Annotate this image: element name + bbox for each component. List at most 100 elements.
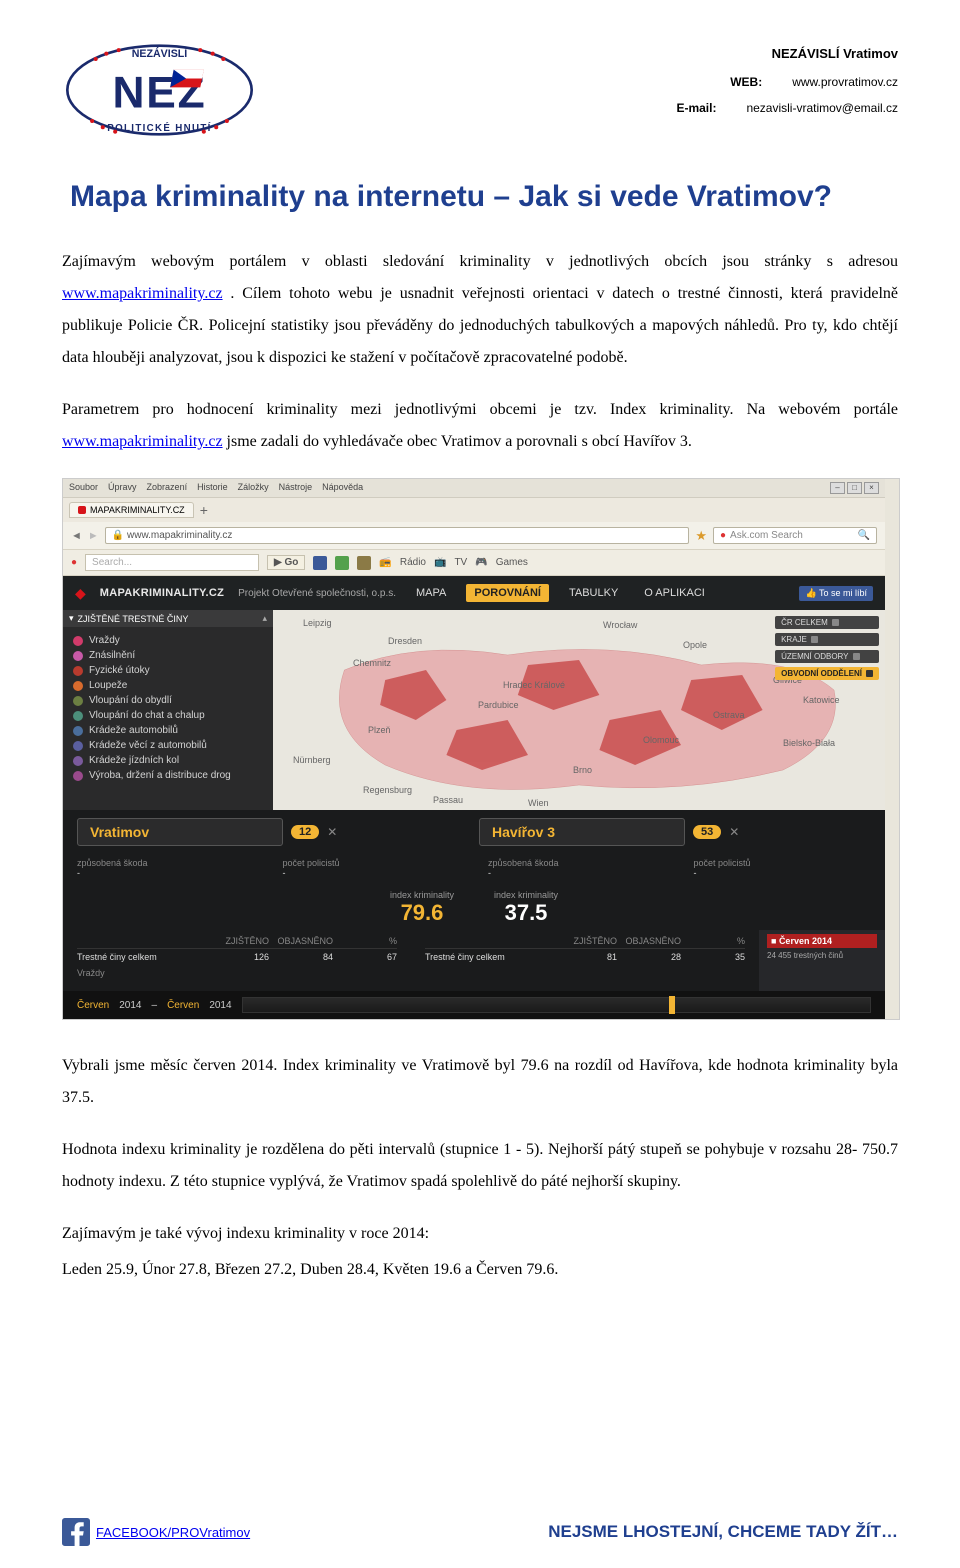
- browser-tabbar: MAPAKRIMINALITY.CZ +: [63, 498, 885, 522]
- page-title: Mapa kriminality na internetu – Jak si v…: [70, 180, 898, 214]
- link-mapakriminality-2[interactable]: www.mapakriminality.cz: [62, 433, 223, 450]
- crime-item[interactable]: Loupeže: [73, 678, 263, 693]
- pill-kraje[interactable]: KRAJE: [775, 633, 879, 646]
- stats-table-2: ZJIŠTĚNOOBJASNĚNO% Trestné činy celkem81…: [411, 930, 759, 991]
- nav-mapa[interactable]: MAPA: [410, 585, 452, 601]
- paragraph-2: Parametrem pro hodnocení kriminality mez…: [62, 394, 898, 458]
- toolbar-icon-2[interactable]: [335, 556, 349, 570]
- dot-icon: [73, 711, 83, 721]
- toolbar-search[interactable]: Search...: [85, 554, 259, 571]
- period-summary: ■ Červen 2014 24 455 trestných činů: [759, 930, 885, 991]
- page-header: NEZÁVISLÍ NEZ POLITICKÉ HNUTÍ NEZÁVISLÍ …: [62, 40, 898, 140]
- index-value-2: 37.5: [494, 900, 558, 926]
- facebook-icon[interactable]: [313, 556, 327, 570]
- site-brand: MAPAKRIMINALITY.CZ: [100, 587, 224, 599]
- svg-text:POLITICKÉ HNUTÍ: POLITICKÉ HNUTÍ: [107, 123, 211, 134]
- timeline-handle[interactable]: [669, 996, 675, 1014]
- crime-item[interactable]: Fyzické útoky: [73, 663, 263, 678]
- dot-icon: [73, 756, 83, 766]
- crime-item[interactable]: Vloupání do obydlí: [73, 693, 263, 708]
- radio-icon[interactable]: 📻: [379, 557, 391, 568]
- menu-soubor[interactable]: Soubor: [69, 482, 98, 494]
- org-name: NEZÁVISLÍ Vratimov: [676, 40, 898, 69]
- email-label: E-mail:: [676, 95, 716, 121]
- index-value-1: 79.6: [390, 900, 454, 926]
- ask-search-field[interactable]: ●Ask.com Search🔍: [713, 527, 877, 544]
- facebook-icon: [62, 1518, 90, 1546]
- menu-zobrazeni[interactable]: Zobrazení: [147, 482, 188, 494]
- map-level-pills: ČR CELKEM KRAJE ÚZEMNÍ ODBORY OBVODNÍ OD…: [775, 616, 879, 680]
- email-value: nezavisli-vratimov@email.cz: [746, 95, 898, 121]
- city-input-1[interactable]: Vratimov: [77, 818, 283, 846]
- menu-napoveda[interactable]: Nápověda: [322, 482, 363, 494]
- crime-item[interactable]: Krádeže automobilů: [73, 723, 263, 738]
- city-close-1[interactable]: ✕: [327, 825, 337, 839]
- toolbar-logo-icon: ●: [71, 557, 77, 568]
- star-icon[interactable]: ★: [695, 528, 707, 544]
- menu-zalozky[interactable]: Záložky: [238, 482, 269, 494]
- menu-nastroje[interactable]: Nástroje: [279, 482, 313, 494]
- crime-item[interactable]: Výroba, držení a distribuce drog: [73, 768, 263, 783]
- maximize-icon[interactable]: □: [847, 482, 862, 494]
- paragraph-3: Vybrali jsme měsíc červen 2014. Index kr…: [62, 1050, 898, 1114]
- paragraph-5: Zajímavým je také vývoj indexu kriminali…: [62, 1218, 898, 1250]
- crime-filter-panel: ▾ZJIŠTĚNÉ TRESTNÉ ČINY▴ Vraždy Znásilněn…: [63, 610, 273, 810]
- city-badge-2: 53: [693, 825, 721, 839]
- dot-icon: [73, 771, 83, 781]
- paragraph-1: Zajímavým webovým portálem v oblasti sle…: [62, 246, 898, 374]
- menu-upravy[interactable]: Úpravy: [108, 482, 137, 494]
- toolbar-icon-3[interactable]: [357, 556, 371, 570]
- minimize-icon[interactable]: –: [830, 482, 845, 494]
- browser-tab[interactable]: MAPAKRIMINALITY.CZ: [69, 502, 194, 518]
- site-subtitle: Projekt Otevřené společnosti, o.p.s.: [238, 588, 396, 599]
- paragraph-6: Leden 25.9, Únor 27.8, Březen 27.2, Dube…: [62, 1254, 898, 1286]
- facebook-link[interactable]: FACEBOOK/PROVratimov: [96, 1525, 250, 1540]
- svg-text:NEZÁVISLÍ: NEZÁVISLÍ: [132, 47, 189, 60]
- crime-map[interactable]: Leipzig Dresden Chemnitz Wrocław Opole G…: [273, 610, 885, 810]
- crime-item[interactable]: Vraždy: [73, 633, 263, 648]
- nav-oaplikaci[interactable]: O APLIKACI: [638, 585, 711, 601]
- compare-panel: Vratimov 12 ✕ Havířov 3 53 ✕ způsobená š…: [63, 810, 885, 1019]
- pill-uzemni[interactable]: ÚZEMNÍ ODBORY: [775, 650, 879, 663]
- dot-icon: [73, 666, 83, 676]
- city-badge-1: 12: [291, 825, 319, 839]
- crime-item[interactable]: Krádeže jízdních kol: [73, 753, 263, 768]
- city-close-2[interactable]: ✕: [729, 825, 739, 839]
- dot-icon: [73, 681, 83, 691]
- index-block-1: index kriminality 79.6: [390, 890, 454, 926]
- header-contact: NEZÁVISLÍ Vratimov WEB:www.provratimov.c…: [676, 40, 898, 121]
- stats-table-1: ZJIŠTĚNOOBJASNĚNO% Trestné činy celkem12…: [63, 930, 411, 991]
- crime-item[interactable]: Krádeže věcí z automobilů: [73, 738, 263, 753]
- new-tab-icon[interactable]: +: [200, 502, 208, 518]
- window-controls: – □ ×: [830, 482, 879, 494]
- games-icon[interactable]: 🎮: [475, 557, 487, 568]
- scrollbar[interactable]: [885, 479, 899, 1019]
- back-icon[interactable]: ◄: [71, 530, 82, 542]
- url-field[interactable]: 🔒 www.mapakriminality.cz: [105, 527, 690, 544]
- city-input-2[interactable]: Havířov 3: [479, 818, 685, 846]
- site-navbar: ◆ MAPAKRIMINALITY.CZ Projekt Otevřené sp…: [63, 576, 885, 610]
- link-mapakriminality-1[interactable]: www.mapakriminality.cz: [62, 285, 223, 302]
- nav-porovnani[interactable]: POROVNÁNÍ: [466, 584, 549, 602]
- menu-historie[interactable]: Historie: [197, 482, 228, 494]
- pill-obvodni[interactable]: OBVODNÍ ODDĚLENÍ: [775, 667, 879, 680]
- paragraph-4: Hodnota indexu kriminality je rozdělena …: [62, 1134, 898, 1198]
- timeline-slider[interactable]: Červen 2014 – Červen 2014: [63, 991, 885, 1019]
- timeline-track[interactable]: [242, 997, 871, 1013]
- fb-like-button[interactable]: 👍 To se mi líbí: [799, 586, 873, 601]
- page-footer: FACEBOOK/PROVratimov NEJSME LHOSTEJNÍ, C…: [62, 1518, 898, 1546]
- site-logo-icon: ◆: [75, 585, 86, 602]
- pill-cr[interactable]: ČR CELKEM: [775, 616, 879, 629]
- web-label: WEB:: [730, 69, 762, 95]
- nez-logo: NEZÁVISLÍ NEZ POLITICKÉ HNUTÍ: [62, 40, 257, 140]
- close-icon[interactable]: ×: [864, 482, 879, 494]
- tv-icon[interactable]: 📺: [434, 557, 446, 568]
- nav-tabulky[interactable]: TABULKY: [563, 585, 624, 601]
- crime-item[interactable]: Znásilnění: [73, 648, 263, 663]
- crime-item[interactable]: Vloupání do chat a chalup: [73, 708, 263, 723]
- go-button[interactable]: ▶ Go: [267, 555, 305, 570]
- index-block-2: index kriminality 37.5: [494, 890, 558, 926]
- filter-header[interactable]: ▾ZJIŠTĚNÉ TRESTNÉ ČINY▴: [63, 610, 273, 627]
- dot-icon: [73, 696, 83, 706]
- forward-icon[interactable]: ►: [88, 530, 99, 542]
